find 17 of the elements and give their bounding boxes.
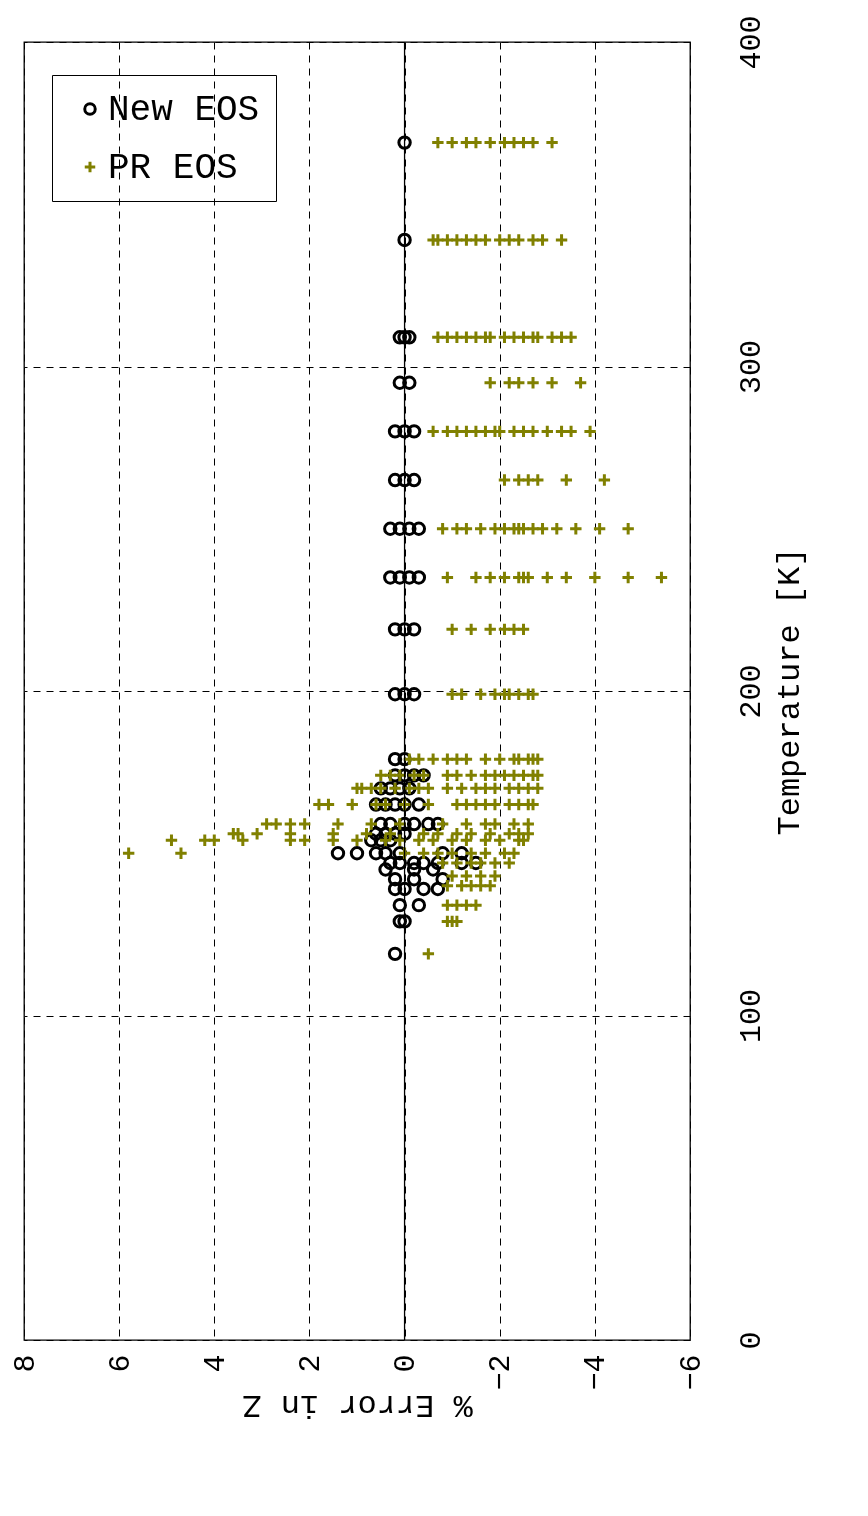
x-tick-label: 8 bbox=[8, 1354, 43, 1373]
x-tick-label: 6 bbox=[103, 1354, 138, 1373]
x-tick-label: 2 bbox=[293, 1354, 328, 1373]
x-tick-label: −4 bbox=[579, 1354, 614, 1391]
x-tick-label: −6 bbox=[674, 1354, 709, 1391]
y-tick-label: 300 bbox=[734, 339, 769, 395]
legend-label: New EOS bbox=[108, 90, 260, 131]
y-tick-label: 200 bbox=[734, 664, 769, 719]
x-tick-label: 4 bbox=[198, 1354, 233, 1373]
y-tick-label: 400 bbox=[734, 15, 769, 70]
x-tick-label: −2 bbox=[484, 1354, 519, 1391]
legend-label: PR EOS bbox=[108, 148, 238, 189]
x-tick-label: 0 bbox=[389, 1354, 424, 1373]
x-axis-title: % Error in Z bbox=[242, 1385, 473, 1423]
y-axis-title: Temperature [K] bbox=[771, 547, 809, 836]
y-tick-label: 0 bbox=[734, 1331, 769, 1350]
y-tick-label: 100 bbox=[734, 988, 769, 1044]
